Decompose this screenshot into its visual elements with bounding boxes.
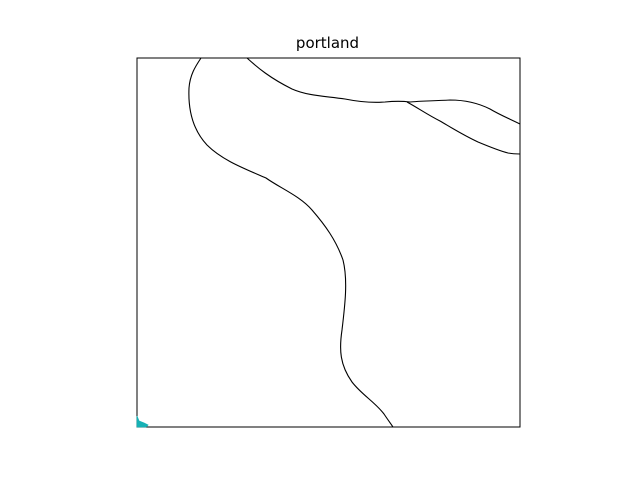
axes-frame <box>136 57 521 428</box>
map-title: portland <box>295 34 360 52</box>
river-line-branch <box>406 101 521 155</box>
river-line-north <box>246 57 521 125</box>
cyan-marker <box>136 415 149 428</box>
river-line-west <box>188 57 394 428</box>
